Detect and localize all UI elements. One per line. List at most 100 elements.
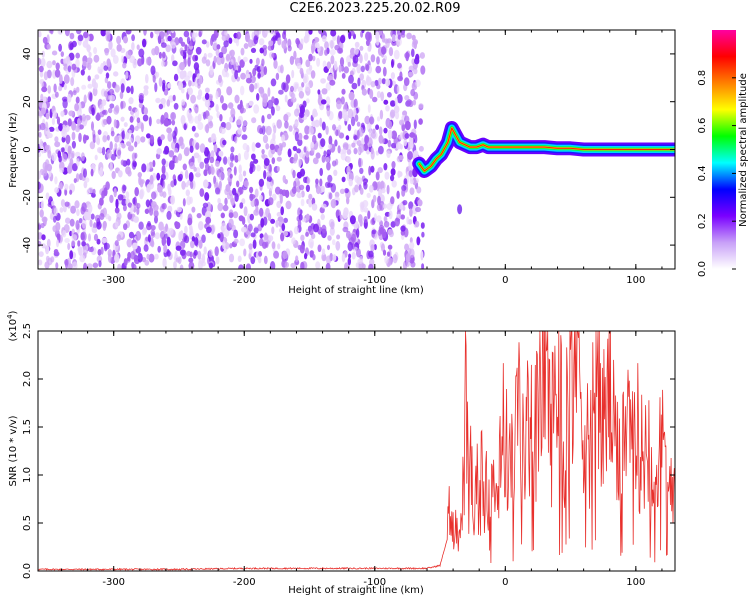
noise-speck (283, 217, 289, 224)
noise-speck (364, 115, 371, 125)
noise-speck (167, 132, 173, 142)
noise-speck (93, 47, 98, 55)
noise-speck (163, 226, 168, 234)
noise-speck (249, 194, 256, 200)
noise-speck (125, 30, 132, 35)
noise-speck (54, 176, 58, 185)
noise-speck (390, 196, 395, 205)
noise-speck (332, 160, 337, 167)
noise-speck (382, 66, 387, 77)
noise-speck (146, 133, 151, 139)
noise-speck (81, 113, 86, 122)
noise-speck (345, 135, 350, 141)
noise-speck (197, 154, 202, 164)
noise-speck (45, 245, 50, 255)
noise-speck (71, 63, 77, 71)
noise-speck (271, 96, 275, 104)
noise-speck (287, 148, 292, 158)
x-tick-label: -300 (102, 577, 125, 588)
noise-speck (147, 234, 151, 243)
noise-speck (55, 62, 60, 71)
noise-speck (210, 37, 214, 46)
noise-speck (191, 206, 196, 213)
noise-speck (301, 82, 305, 88)
noise-speck (242, 170, 247, 177)
noise-speck (281, 189, 288, 197)
noise-speck (348, 74, 354, 84)
noise-speck (74, 151, 81, 158)
noise-speck (161, 60, 165, 67)
noise-speck (375, 38, 380, 46)
noise-speck (310, 141, 315, 149)
snr-x-ticks: -300 -200 -100 0 100 (60, 331, 663, 588)
noise-speck (108, 215, 112, 222)
noise-speck (409, 208, 413, 217)
noise-speck (281, 223, 286, 232)
noise-speck (181, 180, 186, 190)
noise-speck (83, 262, 88, 269)
noise-speck (383, 221, 390, 228)
noise-speck (189, 180, 194, 189)
noise-speck (257, 256, 262, 264)
noise-speck (263, 233, 269, 241)
noise-speck (170, 112, 177, 121)
noise-speck (401, 188, 406, 197)
noise-speck (123, 36, 128, 44)
noise-speck (367, 45, 371, 52)
noise-speck (210, 164, 214, 174)
noise-speck (237, 255, 242, 263)
noise-speck (411, 48, 415, 58)
noise-speck (236, 180, 240, 188)
noise-speck (38, 224, 42, 230)
noise-speck (349, 215, 356, 225)
noise-speck (409, 140, 414, 150)
noise-speck (145, 199, 151, 208)
noise-speck (221, 103, 228, 111)
noise-speck (234, 69, 239, 80)
noise-speck (233, 238, 239, 244)
noise-speck (391, 34, 396, 43)
noise-speck (73, 178, 77, 184)
noise-speck (376, 83, 381, 90)
noise-speck (193, 249, 198, 256)
noise-speck (166, 236, 171, 247)
noise-speck (138, 92, 145, 100)
noise-speck (269, 261, 276, 269)
noise-speck (294, 83, 299, 89)
noise-speck (215, 160, 220, 167)
noise-speck (361, 30, 365, 34)
noise-speck (225, 53, 231, 62)
noise-speck (142, 38, 147, 48)
noise-speck (126, 86, 131, 94)
colorbar-tick-label: 0.8 (697, 70, 708, 86)
noise-speck (384, 171, 390, 180)
noise-speck (347, 108, 354, 119)
noise-speck (246, 144, 250, 153)
noise-speck (312, 134, 317, 145)
noise-speck (217, 233, 221, 239)
noise-speck (146, 253, 150, 260)
noise-speck (390, 100, 396, 107)
noise-speck (238, 264, 244, 269)
noise-speck (305, 150, 310, 158)
noise-speck (321, 203, 327, 209)
noise-speck (65, 217, 71, 224)
noise-speck (129, 55, 136, 64)
noise-speck (208, 249, 213, 258)
spectrogram-y-ticks: -40 -20 0 20 40 (22, 48, 675, 253)
x-tick-label: 0 (502, 275, 508, 286)
noise-speck (381, 137, 385, 145)
noise-speck (417, 199, 423, 207)
noise-speck (156, 172, 161, 181)
noise-speck (198, 221, 204, 231)
noise-speck (93, 54, 100, 63)
noise-speck (120, 100, 124, 110)
noise-speck (309, 241, 314, 249)
noise-speck (40, 81, 44, 88)
noise-speck (173, 261, 177, 269)
noise-speck (75, 58, 80, 68)
noise-speck (106, 134, 110, 141)
noise-speck (367, 104, 371, 113)
noise-speck (205, 59, 211, 67)
noise-speck (222, 241, 226, 250)
